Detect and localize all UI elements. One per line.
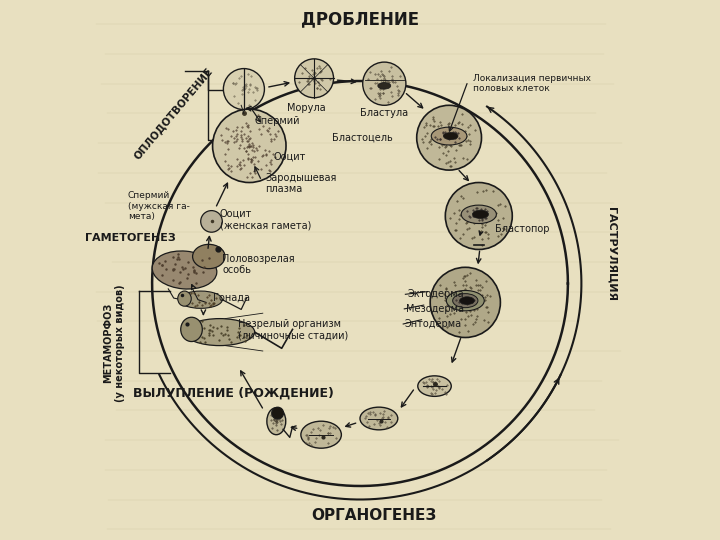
Text: Гонада: Гонада — [213, 293, 250, 303]
Ellipse shape — [431, 127, 467, 145]
Ellipse shape — [418, 376, 451, 396]
Text: ОРГАНОГЕНЕЗ: ОРГАНОГЕНЕЗ — [311, 508, 436, 523]
Text: Ооцит: Ооцит — [274, 152, 306, 161]
Text: ГАМЕТОГЕНЕЗ: ГАМЕТОГЕНЕЗ — [85, 233, 176, 242]
Text: ОПЛОДОТВОРЕНИЕ: ОПЛОДОТВОРЕНИЕ — [132, 66, 215, 161]
Ellipse shape — [152, 251, 217, 289]
Circle shape — [445, 183, 513, 249]
Circle shape — [201, 211, 222, 232]
Ellipse shape — [446, 291, 485, 311]
Circle shape — [363, 62, 406, 105]
Text: Бластоцель: Бластоцель — [332, 133, 392, 143]
Ellipse shape — [444, 132, 458, 140]
Ellipse shape — [472, 210, 488, 219]
Text: ГАСТРУЛЯЦИЯ: ГАСТРУЛЯЦИЯ — [606, 207, 616, 301]
Text: Спермий: Спермий — [255, 117, 300, 126]
Circle shape — [271, 407, 284, 419]
Text: Энтодерма: Энтодерма — [405, 319, 462, 329]
Ellipse shape — [181, 317, 202, 342]
Text: ВЫЛУПЛЕНИЕ (РОЖДЕНИЕ): ВЫЛУПЛЕНИЕ (РОЖДЕНИЕ) — [132, 387, 333, 400]
Circle shape — [212, 109, 286, 183]
Text: Половозрелая
особь: Половозрелая особь — [222, 254, 295, 275]
Text: Бластула: Бластула — [360, 108, 408, 118]
Ellipse shape — [301, 421, 341, 448]
Text: Бластопор: Бластопор — [495, 225, 549, 234]
Circle shape — [430, 267, 500, 338]
Text: Незрелый организм
(личиночные стадии): Незрелый организм (личиночные стадии) — [238, 319, 348, 340]
Text: Мезодерма: Мезодерма — [406, 304, 464, 314]
Circle shape — [417, 105, 482, 170]
Circle shape — [294, 59, 333, 98]
Text: Спермий
(мужская га-
мета): Спермий (мужская га- мета) — [128, 191, 189, 221]
Text: ДРОБЛЕНИЕ: ДРОБЛЕНИЕ — [301, 10, 419, 28]
Text: Эктодерма: Эктодерма — [408, 289, 464, 299]
Text: Зародышевая
плазма: Зародышевая плазма — [266, 173, 337, 194]
Ellipse shape — [267, 408, 286, 435]
Circle shape — [223, 69, 264, 110]
Ellipse shape — [459, 297, 474, 305]
Ellipse shape — [184, 319, 255, 346]
Text: Морула: Морула — [287, 103, 325, 113]
Ellipse shape — [462, 205, 496, 224]
Text: Локализация первичных
половых клеток: Локализация первичных половых клеток — [474, 74, 591, 93]
Text: МЕТАМОРФОЗ
(у некоторых видов): МЕТАМОРФОЗ (у некоторых видов) — [104, 284, 125, 402]
Ellipse shape — [360, 407, 397, 430]
Ellipse shape — [179, 291, 222, 308]
Ellipse shape — [378, 83, 391, 89]
Text: Ооцит
(женская гамета): Ооцит (женская гамета) — [220, 208, 311, 230]
Ellipse shape — [193, 244, 225, 268]
Ellipse shape — [453, 294, 478, 308]
Ellipse shape — [178, 291, 192, 306]
